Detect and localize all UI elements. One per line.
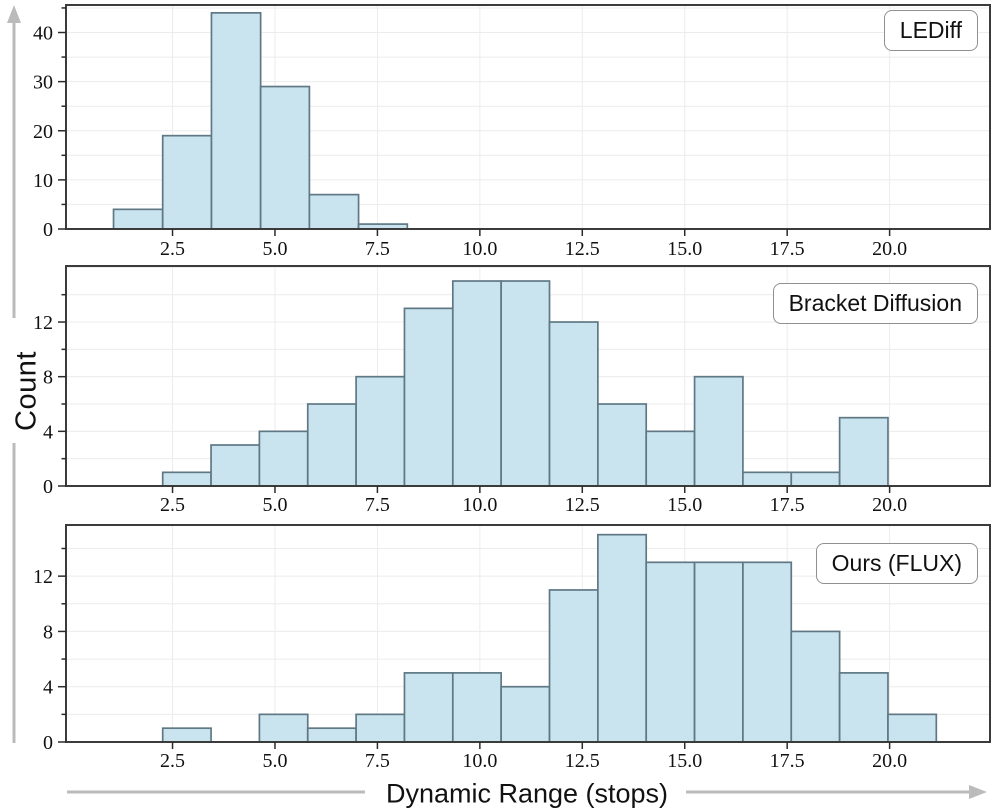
bar <box>693 375 744 487</box>
axis-ticks <box>58 293 891 493</box>
x-tick-label: 15.0 <box>667 238 702 260</box>
bar <box>887 713 938 743</box>
bar <box>500 685 551 743</box>
x-tick-label: 12.5 <box>565 750 600 772</box>
bar <box>645 430 696 487</box>
x-tick-label: 12.5 <box>565 238 600 260</box>
bar <box>403 672 454 743</box>
histogram-panel-1: 2.5 5.0 7.5 10.0 12.5 15.0 17.5 20.0 0 4 8 12 <box>33 265 991 516</box>
panel-border <box>65 4 991 230</box>
y-tick-label: 4 <box>43 421 53 443</box>
x-tick-label: 10.0 <box>462 238 497 260</box>
bar <box>500 280 551 487</box>
bar <box>210 444 261 487</box>
histogram-panel-2: 2.5 5.0 7.5 10.0 12.5 15.0 17.5 20.0 0 4 8 12 <box>33 524 991 772</box>
y-tick-label: 40 <box>33 23 53 45</box>
bar <box>355 713 406 743</box>
y-tick-label: 30 <box>33 72 53 94</box>
y-tick-label: 20 <box>33 121 53 143</box>
x-tick-label: 12.5 <box>565 494 600 516</box>
x-tick-label: 15.0 <box>667 494 702 516</box>
bar <box>838 672 889 743</box>
x-axis-arrowhead <box>969 785 987 799</box>
bar <box>259 85 311 230</box>
x-tick-label: 7.5 <box>365 750 390 772</box>
tick-labels: 2.5 5.0 7.5 10.0 12.5 15.0 17.5 20.0 0 4 8 12 <box>33 566 907 772</box>
bar <box>742 561 793 743</box>
legend-bracket-diffusion: Bracket Diffusion <box>772 283 978 324</box>
bars <box>112 12 409 230</box>
bar <box>355 375 406 487</box>
bar <box>210 12 262 230</box>
bar <box>451 280 503 487</box>
x-tick-label: 20.0 <box>872 750 907 772</box>
y-tick-label: 0 <box>43 476 53 498</box>
x-tick-label: 5.0 <box>262 750 287 772</box>
bar <box>308 193 360 230</box>
x-tick-label: 17.5 <box>770 238 805 260</box>
bar <box>451 672 503 743</box>
x-tick-label: 2.5 <box>160 494 185 516</box>
bar <box>161 727 212 743</box>
y-tick-label: 0 <box>43 732 53 754</box>
y-tick-label: 0 <box>43 219 53 241</box>
x-tick-label: 10.0 <box>462 494 497 516</box>
bars <box>161 533 938 743</box>
bar <box>838 416 889 487</box>
legend-ours-flux: Ours (FLUX) <box>815 543 978 584</box>
bar <box>306 727 357 743</box>
bar <box>548 321 599 487</box>
x-tick-label: 17.5 <box>770 494 805 516</box>
bar <box>597 533 648 743</box>
y-tick-label: 12 <box>33 566 53 588</box>
bars <box>161 280 889 487</box>
x-tick-label: 2.5 <box>160 238 185 260</box>
x-tick-label: 15.0 <box>667 750 702 772</box>
y-tick-label: 4 <box>43 677 53 699</box>
bar <box>258 713 309 743</box>
bar <box>693 561 744 743</box>
x-tick-label: 2.5 <box>160 750 185 772</box>
bar <box>597 403 648 487</box>
x-tick-label: 20.0 <box>872 238 907 260</box>
y-axis-label: Count <box>10 351 43 431</box>
x-tick-label: 7.5 <box>365 494 390 516</box>
bar <box>403 307 454 487</box>
panel-border <box>65 524 991 743</box>
x-tick-label: 5.0 <box>262 238 287 260</box>
x-tick-label: 10.0 <box>462 750 497 772</box>
x-tick-label: 7.5 <box>365 238 390 260</box>
bar <box>742 471 793 487</box>
y-tick-label: 8 <box>43 367 53 389</box>
axis-ticks <box>58 547 891 749</box>
tick-labels: 2.5 5.0 7.5 10.0 12.5 15.0 17.5 20.0 0 4 8 12 <box>33 312 907 516</box>
x-tick-label: 17.5 <box>770 750 805 772</box>
tick-labels: 2.5 5.0 7.5 10.0 12.5 15.0 17.5 20.0 0 10 20 30 40 <box>33 23 907 260</box>
bar <box>548 589 599 743</box>
x-tick-label: 20.0 <box>872 494 907 516</box>
bar <box>645 561 696 743</box>
legend-lediff: LEDiff <box>883 10 978 51</box>
bar <box>161 471 212 487</box>
bar <box>790 630 841 743</box>
axis-arrows <box>7 5 987 799</box>
y-tick-label: 8 <box>43 621 53 643</box>
y-axis-arrowhead <box>7 5 21 23</box>
bar <box>112 208 164 230</box>
bar <box>161 134 213 230</box>
x-tick-label: 5.0 <box>262 494 287 516</box>
axis-ticks <box>58 7 891 236</box>
y-tick-label: 12 <box>33 312 53 334</box>
x-axis-label: Dynamic Range (stops) <box>385 778 669 809</box>
bar <box>306 403 357 487</box>
bar <box>790 471 841 487</box>
histogram-panel-0: 2.5 5.0 7.5 10.0 12.5 15.0 17.5 20.0 0 10 20 30 40 <box>33 4 991 260</box>
bar <box>258 430 309 487</box>
y-tick-label: 10 <box>33 170 53 192</box>
